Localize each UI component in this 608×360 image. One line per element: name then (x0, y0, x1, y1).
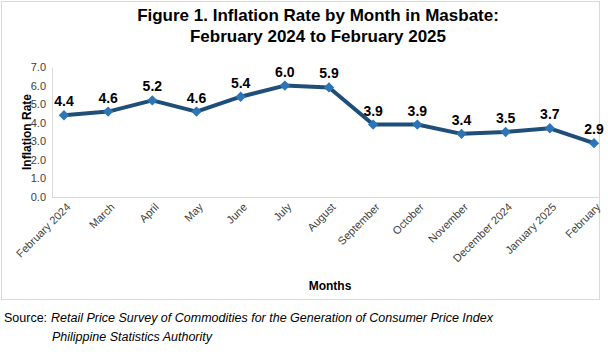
y-tick-label: 1.0 (31, 172, 46, 184)
x-axis-line (52, 197, 600, 198)
x-tick: February 2024 (14, 197, 73, 260)
x-tick-label: June (224, 201, 249, 226)
data-label: 3.7 (540, 106, 560, 122)
chart-title: February 2024 to February 2025 (190, 27, 446, 46)
marker (325, 83, 334, 92)
x-tick-label: February (563, 200, 603, 240)
data-label: 5.9 (319, 65, 339, 81)
data-label: 3.5 (496, 110, 516, 126)
marker (457, 129, 466, 138)
chart-frame (2, 2, 600, 300)
x-tick: October (390, 197, 426, 237)
x-tick: January 2025 (503, 197, 559, 256)
y-tick-label: 0.0 (31, 191, 46, 203)
x-tick: November (426, 197, 471, 245)
x-tick-label: September (335, 200, 382, 247)
marker (590, 139, 599, 148)
chart-title: Figure 1. Inflation Rate by Month in Mas… (137, 6, 499, 25)
x-tick-label: October (390, 200, 426, 236)
marker (236, 92, 245, 101)
data-label: 2.9 (584, 121, 604, 137)
data-label: 4.4 (54, 93, 74, 109)
x-tick: March (87, 197, 117, 231)
x-tick-label: March (87, 201, 117, 231)
x-tick-label: December 2024 (450, 201, 514, 265)
marker (280, 81, 289, 90)
x-tick-label: April (137, 201, 161, 225)
y-tick: 0.0 (31, 191, 52, 203)
x-tick: April (137, 197, 161, 225)
data-label: 5.2 (143, 78, 163, 94)
data-label: 3.9 (408, 103, 428, 119)
marker (104, 107, 113, 116)
marker (545, 124, 554, 133)
x-tick: July (271, 197, 294, 223)
x-tick-label: August (305, 201, 338, 234)
data-label: 5.4 (231, 75, 251, 91)
x-axis: February 2024 March April May June July August… (14, 197, 603, 264)
data-label: 3.9 (363, 103, 383, 119)
marker (148, 96, 157, 105)
chart: Figure 1. Inflation Rate by Month in Mas… (0, 0, 608, 360)
y-axis-title: Inflation Rate (20, 94, 34, 170)
x-tick-label: November (426, 200, 471, 245)
y-tick-label: 6.0 (31, 80, 46, 92)
x-tick-label: January 2025 (503, 201, 559, 257)
x-tick: December 2024 (450, 197, 514, 264)
x-tick-label: February 2024 (14, 201, 73, 260)
data-label: 3.4 (452, 112, 472, 128)
y-tick: 6.0 (31, 80, 52, 92)
data-labels: 4.4 4.6 5.2 4.6 5.4 6.0 5.9 3.9 3.9 3.4 3.5 3.7 2.9 (54, 64, 604, 138)
y-tick-label: 7.0 (31, 61, 46, 73)
x-tick: August (305, 197, 338, 233)
x-tick: June (224, 197, 249, 226)
data-label: 6.0 (275, 64, 295, 80)
source-text: Retail Price Survey of Commodities for t… (51, 311, 494, 325)
data-label: 4.6 (98, 90, 118, 106)
data-label: 4.6 (187, 90, 207, 106)
x-tick: February (563, 197, 603, 240)
marker (413, 120, 422, 129)
marker (369, 120, 378, 129)
source-text: Philippine Statistics Authority (52, 330, 213, 344)
x-tick: September (335, 197, 382, 247)
y-tick: 7.0 (31, 61, 52, 73)
marker (60, 111, 69, 120)
x-axis-title: Months (309, 279, 352, 293)
marker (192, 107, 201, 116)
x-tick: May (182, 197, 206, 224)
y-tick: 1.0 (31, 172, 52, 184)
x-tick-label: July (271, 200, 294, 223)
source-label: Source: (4, 311, 47, 325)
x-tick-label: May (182, 200, 206, 224)
marker (501, 128, 510, 137)
source-note: Source: Retail Price Survey of Commoditie… (4, 311, 494, 325)
plot-area (60, 81, 599, 148)
y-axis-line (52, 68, 53, 198)
